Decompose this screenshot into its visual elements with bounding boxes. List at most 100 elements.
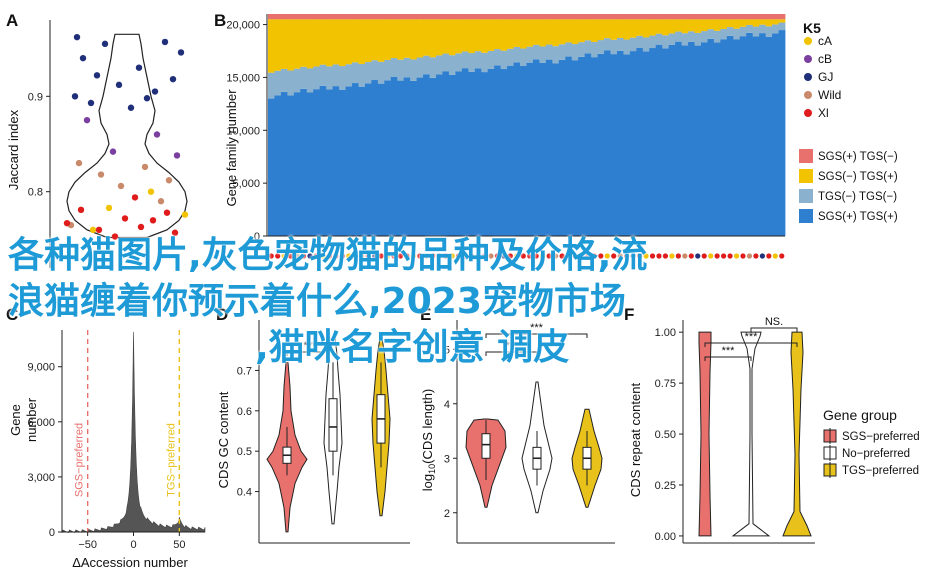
panel-b-ytick-label: 15,000 [226,72,260,84]
panel-b-sample-dot [695,253,701,259]
panel-a-point [177,49,185,56]
panel-b-bar-sgs-tgs-plus [772,33,779,237]
panel-b-bar-sgs-tgs-plus [287,95,295,236]
panel-b-bar-sgs-tgs-plus [681,45,689,236]
panel-b-bar-sgs-minus-tgs-plus [455,19,463,54]
panel-a-point [127,104,135,111]
panel-b-sample-dot [662,253,669,259]
panel-b-sample-dot [410,253,417,259]
panel-a-chart: Jaccard index 0.8 0.9 [6,20,189,268]
panel-a-point [141,163,149,171]
panel-f-violin [731,331,771,537]
panel-c-ytick-label: 9,000 [27,362,55,374]
panel-b-bar-sgs-plus-tgs-minus [772,14,779,20]
panel-b-bar-tgs-minus [532,44,540,60]
panel-b-bar-sgs-plus-tgs-minus [268,14,275,20]
panel-b-bar-sgs-tgs-plus [461,68,469,236]
panel-b-k5-legend-label: Wild [818,88,841,102]
panel-b-sample-dot [397,253,404,259]
panel-a-point [117,182,125,190]
panel-b-bar-tgs-minus [726,27,734,36]
panel-b-bar-sgs-tgs-plus [319,85,327,237]
panel-b-bar-sgs-minus-tgs-plus [558,19,566,45]
panel-b-bar-tgs-minus [623,39,631,55]
panel-b-bar-sgs-plus-tgs-minus [694,14,702,20]
panel-b-bar-sgs-plus-tgs-minus [468,14,476,20]
panel-b-bar-sgs-minus-tgs-plus [584,19,592,41]
panel-b-bar-sgs-minus-tgs-plus [720,19,728,29]
panel-b-bar-tgs-minus [759,24,767,34]
panel-b-bar-tgs-minus [649,35,657,49]
panel-f-sig-label: NS. [765,316,783,328]
panel-b-bar-sgs-minus-tgs-plus [500,19,508,51]
panel-b-bar-sgs-minus-tgs-plus [636,19,644,36]
panel-b-bar-sgs-tgs-plus [487,68,495,236]
panel-b-bar-tgs-minus [397,59,405,81]
panel-e-sig-label: *** [530,322,544,334]
panel-b-bar-sgs-tgs-plus [436,74,443,236]
panel-b-bar-tgs-minus [526,46,534,63]
panel-b-bar-tgs-minus [629,37,637,52]
panel-b-bar-sgs-minus-tgs-plus [468,19,476,54]
panel-b-bar-sgs-plus-tgs-minus [364,14,372,20]
panel-b-bar-sgs-minus-tgs-plus [778,19,786,23]
panel-b-bar-sgs-tgs-plus [739,36,747,236]
panel-b-k5-legend-swatch [804,73,812,81]
panel-b-bar-tgs-minus [720,28,728,40]
panel-b-bar-sgs-minus-tgs-plus [772,19,779,25]
panel-a-point [171,229,179,236]
panel-b-sample-dot [591,253,597,259]
panel-b-bar-sgs-minus-tgs-plus [352,19,359,63]
panel-b-bar-sgs-tgs-plus [423,74,430,236]
panel-b-bar-sgs-tgs-plus [545,59,553,236]
panel-b-bar-sgs-tgs-plus [584,53,592,236]
panel-b-bar-sgs-tgs-plus [268,98,275,236]
panel-b-bar-tgs-minus [377,61,385,84]
panel-b-bar-sgs-tgs-plus [371,80,379,236]
panel-b-bar-sgs-plus-tgs-minus [293,14,301,20]
panel-b-bar-sgs-plus-tgs-minus [416,14,424,20]
panel-b-bar-sgs-minus-tgs-plus [390,19,398,59]
panel-b-k5-legend-swatch [804,37,812,45]
panel-a-point [163,209,171,216]
panel-b-bar-sgs-plus-tgs-minus [688,14,695,20]
panel-b-bar-sgs-plus-tgs-minus [623,14,631,20]
panel-b-bar-tgs-minus [268,72,275,99]
panel-b-bar-sgs-plus-tgs-minus [306,14,314,20]
panel-b-bar-sgs-plus-tgs-minus [326,14,334,20]
panel-b-bar-tgs-minus [752,26,760,37]
panel-b-bar-sgs-plus-tgs-minus [545,14,553,20]
panel-f-ytick-label: 0.25 [655,480,676,492]
panel-b-bar-sgs-minus-tgs-plus [545,19,553,45]
panel-b-bar-sgs-minus-tgs-plus [507,19,514,49]
panel-b-bar-sgs-minus-tgs-plus [423,19,430,56]
panel-b-bar-sgs-tgs-plus [571,60,579,236]
panel-b-bar-sgs-plus-tgs-minus [759,14,767,20]
panel-b-bar-sgs-minus-tgs-plus [403,19,411,58]
panel-a-point [157,198,165,205]
panel-b-bar-sgs-tgs-plus [759,33,767,236]
panel-b-bar-sgs-minus-tgs-plus [610,19,618,40]
panel-b-bar-sgs-minus-tgs-plus [494,19,502,50]
panel-b-bar-sgs-tgs-plus [300,88,308,236]
panel-b-bar-sgs-tgs-plus [352,83,359,236]
panel-b-sample-dot [488,253,494,259]
panel-b-bar-sgs-minus-tgs-plus [726,19,734,28]
panel-b-bar-sgs-tgs-plus [377,83,385,236]
panel-b-bar-sgs-minus-tgs-plus [539,19,547,47]
panel-b-bar-tgs-minus [274,70,282,96]
panel-b-bar-sgs-plus-tgs-minus [565,14,573,20]
panel-b-bar-sgs-tgs-plus [752,36,760,237]
panel-b-bar-sgs-plus-tgs-minus [610,14,618,20]
panel-b-bar-tgs-minus [636,35,644,48]
panel-b-series-legend-label: SGS(−) TGS(+) [818,171,898,183]
panel-a-ytick-label: 0.9 [28,91,43,103]
panel-b-bar-sgs-tgs-plus [655,44,663,237]
panel-b-bar-tgs-minus [681,33,689,46]
panel-b-bar-sgs-minus-tgs-plus [306,19,314,69]
panel-b-bar-sgs-plus-tgs-minus [662,14,670,20]
panel-b-bar-sgs-tgs-plus [384,80,392,237]
panel-a-point [153,131,161,138]
panel-b-sample-dot [533,253,539,259]
panel-b-sample-dot [714,253,720,259]
